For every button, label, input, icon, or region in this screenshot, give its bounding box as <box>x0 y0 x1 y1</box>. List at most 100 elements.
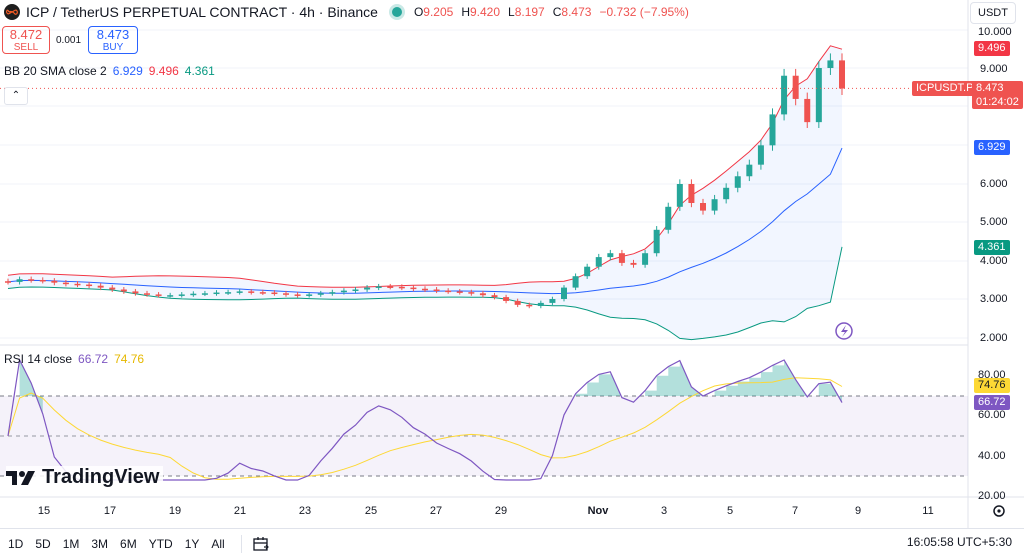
candle-body <box>74 283 81 286</box>
buy-price: 8.473 <box>96 27 130 42</box>
symbol-tag: ICPUSDT.P <box>912 81 978 96</box>
icp-logo-icon[interactable] <box>4 4 20 20</box>
candle-body <box>769 114 776 146</box>
candle-body <box>549 299 556 303</box>
candle-body <box>201 293 208 295</box>
lightning-icon[interactable] <box>835 322 853 340</box>
candle-body <box>16 279 23 282</box>
bb-basis-value: 6.929 <box>112 64 143 78</box>
open-value: 9.205 <box>423 5 454 19</box>
range-ytd-button[interactable]: YTD <box>148 537 173 551</box>
rsi-value: 66.72 <box>78 352 109 366</box>
candle-body <box>804 98 811 123</box>
candle-body <box>642 253 649 265</box>
chart-canvas[interactable]: 15 17 19 21 23 25 27 29 Nov 3 5 7 9 11 <box>0 0 1024 528</box>
buy-button[interactable]: 8.473 BUY <box>88 26 138 54</box>
time-label: 19 <box>169 505 181 517</box>
candle-body <box>236 291 243 293</box>
time-label: Nov <box>588 505 610 517</box>
candle-body <box>28 279 35 281</box>
candle-body <box>653 229 660 254</box>
candle-body <box>688 184 695 203</box>
candle-body <box>491 295 498 298</box>
symbol-title[interactable]: ICP / TetherUS PERPETUAL CONTRACT · 4h ·… <box>26 4 378 20</box>
sell-button[interactable]: 8.472 SELL <box>2 26 50 54</box>
settings-gear-icon[interactable] <box>993 505 1005 517</box>
time-label: 7 <box>792 505 798 517</box>
range-5d-button[interactable]: 5D <box>35 537 51 551</box>
bb-upper-value: 9.496 <box>148 64 179 78</box>
sell-label: SELL <box>13 42 39 53</box>
range-1d-button[interactable]: 1D <box>8 537 24 551</box>
low-value: 8.197 <box>514 5 545 19</box>
toolbar-divider <box>240 535 242 553</box>
candle-body <box>190 293 197 296</box>
candle-body <box>167 295 174 297</box>
bb-background <box>8 45 842 340</box>
date-range-icon[interactable] <box>252 535 270 553</box>
time-axis[interactable]: 15 17 19 21 23 25 27 29 Nov 3 5 7 9 11 <box>38 505 934 517</box>
candle-body <box>746 164 753 177</box>
collapse-legend-button[interactable]: ⌃ <box>4 87 28 105</box>
range-1y-button[interactable]: 1Y <box>184 537 200 551</box>
time-label: 3 <box>661 505 667 517</box>
candle-body <box>827 60 834 68</box>
bar-countdown: 01:24:02 <box>976 96 1019 108</box>
candle-body <box>283 293 289 295</box>
candle-body <box>723 187 730 200</box>
candle-body <box>213 292 220 295</box>
tradingview-icon <box>6 470 35 485</box>
range-3m-button[interactable]: 3M <box>91 537 109 551</box>
bb-basis-tag: 6.929 <box>974 140 1010 155</box>
tradingview-wordmark: TradingView <box>42 466 160 488</box>
rsi-label-40: 40.00 <box>978 450 1006 462</box>
ohlc-values: O9.205 H9.420 L8.197 C8.473 −0.732 (−7.9… <box>414 5 689 19</box>
candle-body <box>306 294 313 296</box>
candle-body <box>665 206 672 230</box>
candle-body <box>294 294 301 296</box>
candle-body <box>456 291 463 293</box>
range-1m-button[interactable]: 1M <box>62 537 80 551</box>
candle-body <box>97 285 104 288</box>
rsi-tag: 66.72 <box>974 395 1010 410</box>
bb-upper-tag: 9.496 <box>974 41 1010 56</box>
rsi-overbought-fill <box>19 360 843 414</box>
candle-body <box>62 282 69 285</box>
candle-body <box>537 302 544 307</box>
chevron-up-icon: ⌃ <box>11 90 21 101</box>
high-label: H <box>461 5 470 19</box>
tradingview-logo[interactable]: TradingView <box>6 466 164 489</box>
range-6m-button[interactable]: 6M <box>120 537 137 551</box>
rsi-sma-line <box>7 377 843 480</box>
time-label: 17 <box>104 505 116 517</box>
candle-body <box>340 290 347 293</box>
range-all-button[interactable]: All <box>211 537 225 551</box>
candle-body <box>815 68 822 123</box>
candle-body <box>352 289 359 291</box>
candle-body <box>225 292 232 294</box>
rsi-sma-value: 74.76 <box>114 352 145 366</box>
timezone-clock[interactable]: 16:05:58 UTC+5:30 <box>906 535 1012 549</box>
currency-selector[interactable]: USDT <box>970 2 1016 24</box>
candle-body <box>109 287 116 290</box>
time-label: 27 <box>430 505 442 517</box>
candle-body <box>422 288 428 291</box>
bb-legend[interactable]: BB 20 SMA close 2 6.929 9.496 4.361 <box>4 64 215 78</box>
candle-body <box>757 145 764 165</box>
candle-body <box>584 266 591 277</box>
candle-body <box>711 199 718 211</box>
price-label-5: 5.000 <box>980 216 1008 228</box>
last-price-value: 8.473 <box>976 82 1004 94</box>
candle-body <box>433 289 440 291</box>
price-label-9: 9.000 <box>980 63 1008 75</box>
candle-body <box>479 293 486 296</box>
time-label: 5 <box>727 505 733 517</box>
symbol-header: ICP / TetherUS PERPETUAL CONTRACT · 4h ·… <box>4 3 689 21</box>
time-label: 29 <box>495 505 507 517</box>
rsi-legend[interactable]: RSI 14 close 66.72 74.76 <box>4 352 144 366</box>
open-label: O <box>413 5 424 19</box>
candle-body <box>155 294 162 296</box>
bb-lower-value: 4.361 <box>184 64 215 78</box>
candle-body <box>329 292 336 294</box>
candle-body <box>144 293 150 295</box>
